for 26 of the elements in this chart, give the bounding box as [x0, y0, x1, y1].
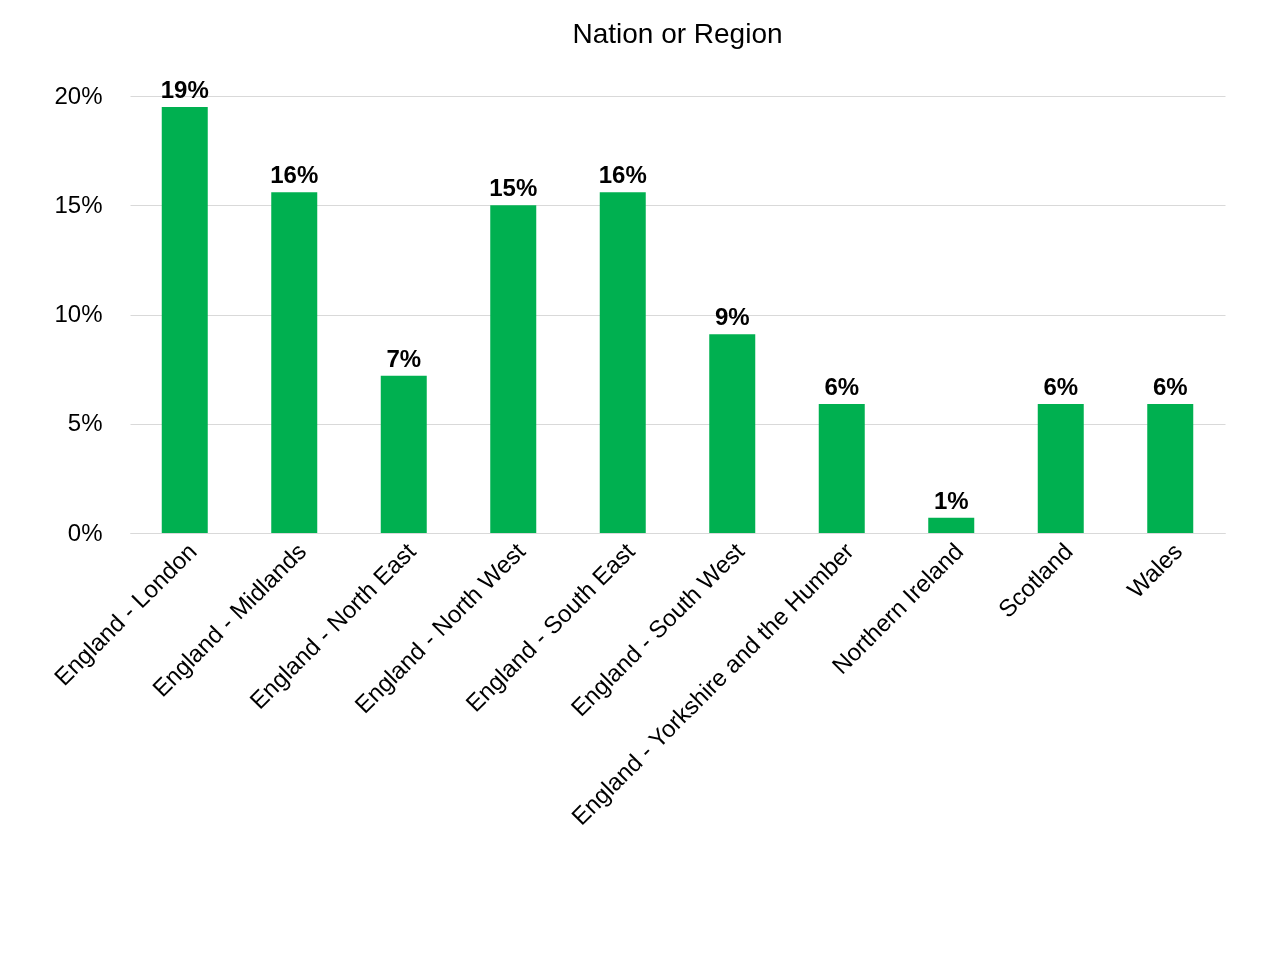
y-tick-label: 15% — [54, 190, 103, 218]
bar — [490, 205, 537, 533]
data-label: 15% — [489, 174, 538, 202]
data-label: 9% — [714, 303, 750, 331]
data-label: 1% — [933, 486, 969, 514]
data-label: 19% — [160, 75, 209, 103]
y-tick-label: 0% — [67, 518, 103, 546]
y-tick-label: 20% — [54, 81, 103, 109]
bar — [818, 404, 865, 533]
data-label: 6% — [824, 373, 860, 401]
data-label: 16% — [270, 161, 319, 189]
bar — [161, 106, 208, 533]
y-tick-label: 10% — [54, 300, 103, 327]
chart-title: Nation or Region — [572, 17, 783, 49]
bar — [1147, 404, 1194, 533]
data-label: 7% — [386, 344, 422, 372]
bar — [271, 192, 318, 533]
bar — [1037, 404, 1084, 533]
bar — [599, 192, 646, 533]
bar — [709, 334, 756, 533]
data-label: 16% — [598, 161, 647, 189]
data-label: 6% — [1152, 373, 1188, 401]
bar — [380, 375, 427, 533]
data-label: 6% — [1043, 373, 1079, 401]
bar — [928, 517, 975, 533]
y-tick-label: 5% — [67, 409, 103, 437]
